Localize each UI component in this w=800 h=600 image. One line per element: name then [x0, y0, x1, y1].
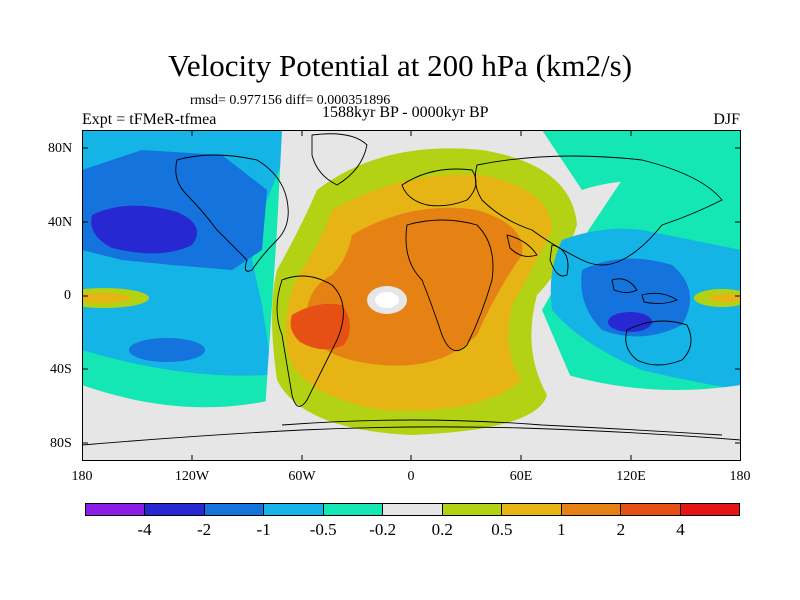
- stats-label: rmsd= 0.977156 diff= 0.000351896: [190, 93, 391, 108]
- colorbar-label: 1: [557, 520, 566, 539]
- negative-core-east: [608, 312, 652, 332]
- colorbar-swatch: [145, 504, 205, 515]
- lon-label-60e: 60E: [509, 469, 533, 484]
- grey-band-south-west: [82, 385, 272, 461]
- coastlines: [175, 133, 723, 436]
- grey-band-south-east: [552, 370, 741, 461]
- colorbar-label: -2: [196, 520, 212, 539]
- lat-label-40n: 40N: [48, 215, 73, 230]
- lon-label-180w: 180: [71, 469, 93, 484]
- lat-label-80n: 80N: [48, 141, 73, 156]
- colorbar-swatch: [86, 504, 146, 515]
- lon-label-180e: 180: [729, 469, 751, 484]
- colorbar-label: 0.5: [491, 520, 513, 539]
- colorbar-swatch: [264, 504, 324, 515]
- lat-label-40s: 40S: [50, 362, 72, 377]
- colorbar-label: -1: [256, 520, 271, 539]
- colorbar-label: -0.2: [369, 520, 397, 539]
- lon-label-60w: 60W: [288, 469, 316, 484]
- colorbar-label: -0.5: [309, 520, 337, 539]
- colorbar-swatch: [442, 504, 503, 515]
- colorbar-swatch: [680, 504, 739, 515]
- colorbar-label: 0.2: [431, 520, 453, 539]
- lon-label-0: 0: [407, 469, 415, 484]
- period-label: 1588kyr BP - 0000kyr BP: [322, 104, 489, 121]
- positive-region-darkorange: [306, 207, 523, 366]
- contour-map: [82, 130, 741, 461]
- colorbar-swatch: [561, 504, 622, 515]
- colorbar-label: 2: [616, 520, 626, 539]
- negative-core-west: [91, 205, 197, 254]
- colorbar-swatch: [383, 504, 443, 515]
- colorbar-swatch: [323, 504, 384, 515]
- lon-label-120w: 120W: [174, 469, 210, 484]
- colorbar-swatch: [204, 504, 265, 515]
- colorbar-swatch: [502, 504, 562, 515]
- colorbar-swatch: [621, 504, 681, 515]
- colorbar-label: -4: [137, 520, 152, 539]
- colorbar: [85, 503, 740, 516]
- colorbar-label: 4: [676, 520, 685, 539]
- antarctic-coast: [82, 426, 741, 446]
- lat-label-0: 0: [64, 288, 71, 303]
- experiment-label: Expt = tFMeR-tfmea: [82, 111, 217, 128]
- negative-region-east-strong: [581, 258, 690, 337]
- positive-core-southamerica: [290, 303, 351, 350]
- season-label: DJF: [713, 111, 740, 128]
- map-title: Velocity Potential at 200 hPa (km2/s): [167, 48, 633, 83]
- negative-core-southpacific: [129, 338, 205, 362]
- lat-label-80s: 80S: [50, 436, 72, 451]
- lon-label-120e: 120E: [616, 469, 646, 484]
- axis-ticks: [82, 130, 741, 461]
